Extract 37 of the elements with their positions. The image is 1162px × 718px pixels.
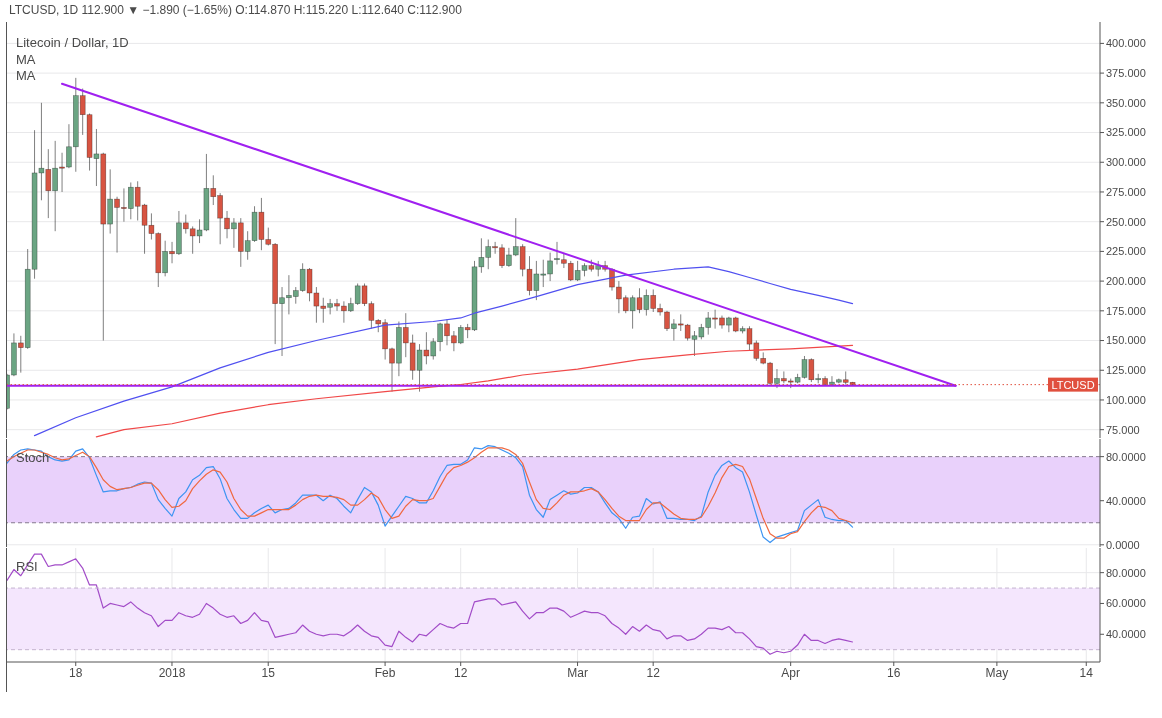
y-tick-label: 60.0000 <box>1106 597 1146 610</box>
y-tick-label: 125.000 <box>1106 364 1146 377</box>
y-tick-label: 40.0000 <box>1106 628 1146 641</box>
x-tick-label: 12 <box>646 665 661 680</box>
x-tick-label: May <box>985 665 1009 680</box>
y-tick-label: 350.000 <box>1106 96 1146 109</box>
y-tick-label: 75.000 <box>1106 423 1140 436</box>
y-tick-label: 175.000 <box>1106 304 1146 317</box>
y-tick-label: 200.000 <box>1106 275 1146 288</box>
x-tick-label: Apr <box>781 665 800 680</box>
y-tick-label: 40.0000 <box>1106 494 1146 507</box>
x-tick-label: Mar <box>567 665 588 680</box>
x-tick-label: 2018 <box>158 665 186 680</box>
y-tick-label: 375.000 <box>1106 67 1146 80</box>
y-tick-label: 80.0000 <box>1106 566 1146 579</box>
y-tick-label: 325.000 <box>1106 126 1146 139</box>
y-tick-label: 400.000 <box>1106 37 1146 50</box>
y-tick-label: 0.0000 <box>1106 538 1140 551</box>
y-tick-label: 150.000 <box>1106 334 1146 347</box>
ref-line-label: LTCUSD <box>1051 378 1095 391</box>
text: Litecoin / Dollar, 1D <box>16 35 129 50</box>
text: Stoch <box>16 450 50 465</box>
annotation: MA <box>16 51 36 67</box>
x-tick-label: Feb <box>374 665 396 680</box>
text: LTCUSD, 1D 112.900 ▼ −1.890 (−1.65%) O:114.870 H:115.220 L:112.640 C:112.900 <box>9 3 462 18</box>
y-tick-label: 250.000 <box>1106 215 1146 228</box>
x-tick-label: 16 <box>887 665 901 680</box>
y-tick-label: 300.000 <box>1106 156 1146 169</box>
x-tick-label: 14 <box>1079 665 1094 680</box>
x-tick-label: 12 <box>454 665 468 680</box>
y-tick-label: 100.000 <box>1106 393 1146 406</box>
y-tick-label: 225.000 <box>1106 245 1146 258</box>
annotation: MA <box>16 68 36 83</box>
x-tick-label: 15 <box>261 665 276 680</box>
x-tick-label: 18 <box>69 665 83 680</box>
y-tick-label: 80.0000 <box>1106 450 1146 463</box>
y-tick-label: 275.000 <box>1106 185 1146 198</box>
